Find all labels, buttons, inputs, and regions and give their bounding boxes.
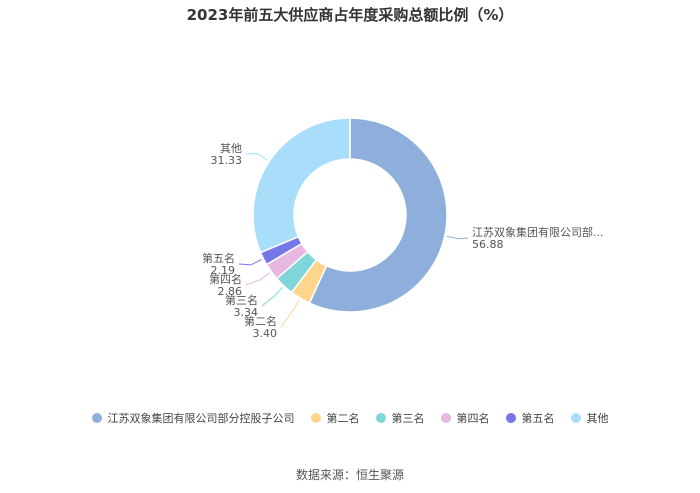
legend-item[interactable]: 第五名 — [505, 410, 555, 426]
chart-title: 2023年前五大供应商占年度采购总额比例（%） — [186, 6, 514, 24]
slice-label: 第四名 — [209, 272, 242, 286]
legend-swatch-icon — [310, 413, 321, 423]
slice-label: 第三名 — [225, 293, 258, 307]
slice-label: 其他 — [220, 142, 242, 155]
legend-item[interactable]: 第四名 — [440, 410, 490, 426]
donut-slices — [252, 117, 448, 313]
slice-value-label: 3.34 — [234, 306, 259, 319]
slice-value-label: 2.19 — [211, 264, 236, 277]
data-source: 数据来源：恒生聚源 — [295, 468, 404, 482]
label-leaders — [238, 153, 469, 328]
label-leader-line — [245, 153, 268, 161]
slice-label: 第二名 — [244, 314, 277, 328]
legend-swatch-icon — [91, 413, 102, 423]
slice-label: 第五名 — [202, 251, 235, 265]
legend-swatch-icon — [505, 413, 516, 423]
legend-label: 江苏双象集团有限公司部分控股子公司 — [107, 412, 295, 425]
legend: 江苏双象集团有限公司部分控股子公司 第二名 第三名 第四名 第五名 其他 — [0, 410, 700, 426]
donut-slice[interactable] — [252, 117, 351, 254]
label-leader-line — [446, 235, 469, 240]
legend-label: 其他 — [586, 412, 609, 425]
legend-item[interactable]: 其他 — [570, 410, 609, 426]
legend-label: 第三名 — [391, 412, 425, 425]
legend-item[interactable]: 第三名 — [375, 410, 425, 426]
legend-label: 第四名 — [456, 412, 490, 425]
label-leader-line — [238, 259, 262, 266]
slice-value-label: 56.88 — [472, 238, 504, 251]
legend-label: 第二名 — [326, 412, 360, 425]
donut-slice[interactable] — [308, 117, 448, 313]
label-leader-line — [245, 272, 271, 286]
legend-label: 第五名 — [521, 412, 555, 425]
legend-item[interactable]: 第二名 — [310, 410, 360, 426]
slice-value-label: 3.40 — [253, 327, 278, 340]
legend-item[interactable]: 江苏双象集团有限公司部分控股子公司 — [91, 410, 295, 426]
slice-value-label: 31.33 — [211, 154, 243, 167]
slice-value-label: 2.86 — [218, 285, 243, 298]
label-leader-line — [280, 299, 300, 328]
label-leader-line — [261, 287, 283, 307]
legend-swatch-icon — [440, 413, 451, 423]
legend-swatch-icon — [375, 413, 386, 423]
legend-swatch-icon — [570, 413, 581, 423]
slice-label: 江苏双象集团有限公司部... — [472, 225, 604, 239]
